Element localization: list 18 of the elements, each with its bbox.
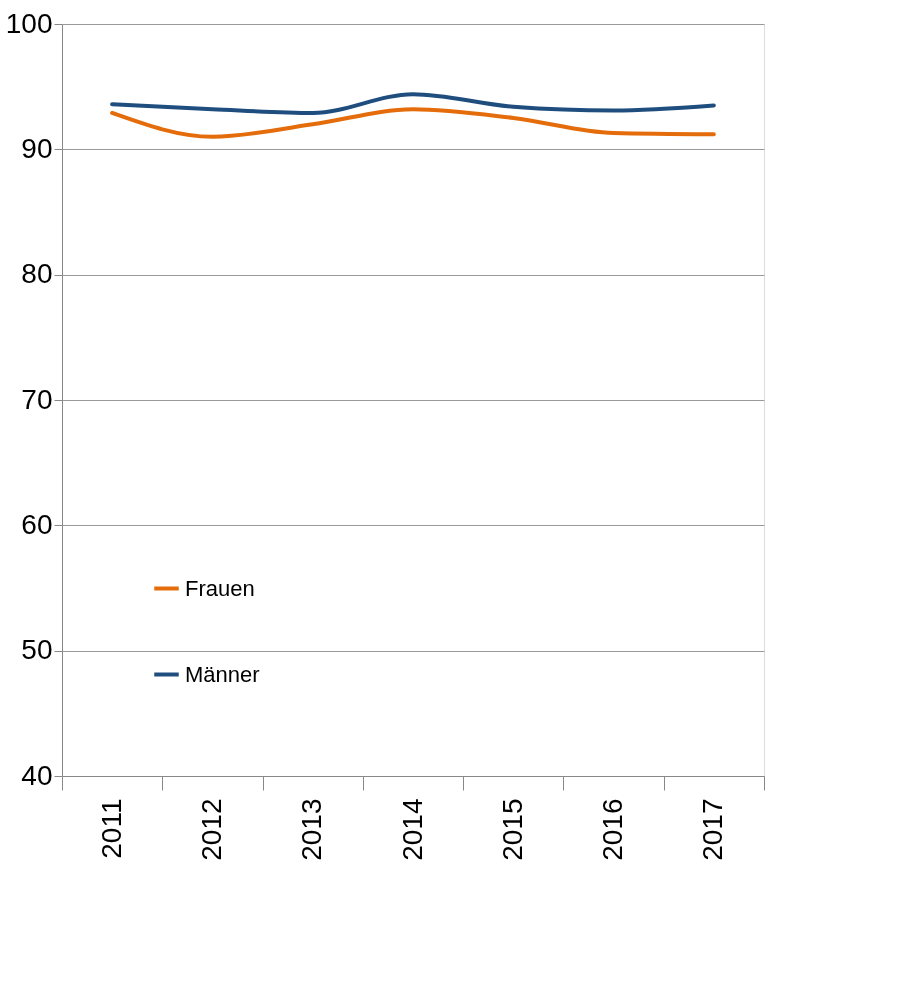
x-tick-label: 2012 <box>195 798 227 861</box>
legend-label: Frauen <box>185 575 255 601</box>
y-tick-label: 80 <box>21 258 53 290</box>
x-tick-label: 2014 <box>396 798 428 861</box>
y-tick-label: 50 <box>21 634 53 666</box>
x-tick-label: 2011 <box>95 798 127 859</box>
y-tick-label: 40 <box>21 759 53 791</box>
y-tick-label: 60 <box>21 508 53 540</box>
line-series <box>110 92 716 115</box>
x-tick-label: 2013 <box>296 798 328 861</box>
x-tick-label: 2015 <box>496 798 528 861</box>
legend-label: Männer <box>185 661 260 687</box>
x-tick-label: 2016 <box>597 798 629 861</box>
line-series <box>110 107 716 139</box>
y-tick-label: 90 <box>21 132 53 164</box>
y-tick-label: 70 <box>21 383 53 415</box>
y-tick-label: 100 <box>5 7 53 39</box>
x-tick-label: 2017 <box>697 798 729 861</box>
